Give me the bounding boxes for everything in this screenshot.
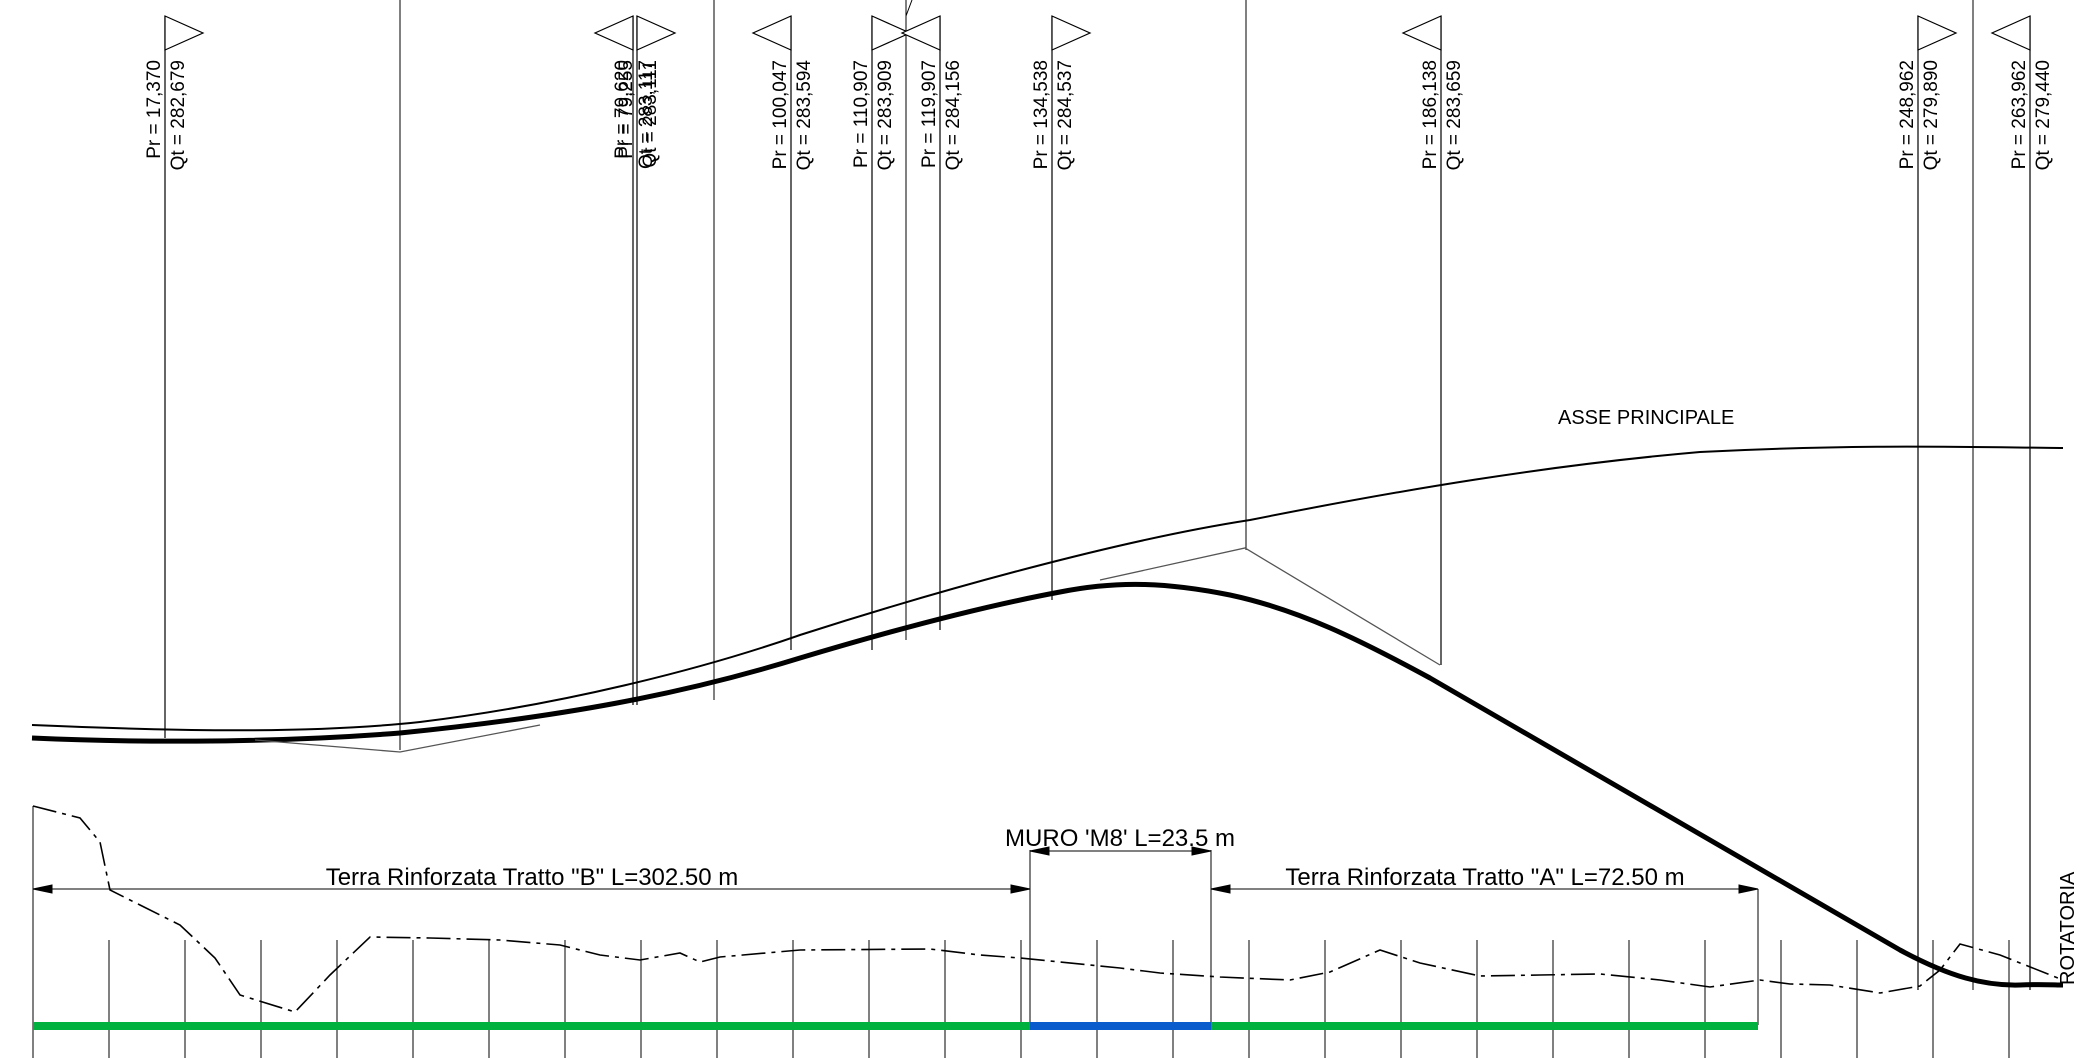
station-marker: Pr = 100,047 Qt = 283,594 (751, 15, 815, 650)
marker-pr-label: Pr = 186,138 (1420, 60, 1441, 169)
muro-label: MURO 'M8' L=23.5 m (1005, 825, 1235, 852)
marker-qt-label: Qt = 283,594 (794, 60, 815, 171)
station-marker: Pr = 119,907 Qt = 284,156 (900, 15, 964, 630)
rotatoria-label: ROTATORIA (2057, 871, 2079, 985)
marker-pr-label: Pr = 119,907 (919, 60, 940, 168)
marker-qt-label: Qt = 284,156 (943, 60, 964, 170)
marker-flag (1051, 15, 1092, 51)
station-marker: Pr = 17,370 Qt = 282,679 (144, 15, 205, 738)
dimension-muro (1029, 846, 1212, 1025)
marker-pr-label: Pr = 100,047 (770, 60, 791, 169)
marker-flag (751, 15, 792, 51)
marker-flag (164, 15, 205, 51)
marker-qt-label: Qt = 283,117 (636, 60, 657, 169)
marker-pr-label: Pr = 79,620 (612, 60, 633, 159)
dimension-tratto-b (32, 884, 1031, 894)
marker-pr-label: Pr = 17,370 (144, 60, 165, 159)
station-marker: Pr = 79,620 Qt = 283,117 (593, 15, 657, 705)
marker-flag (1990, 15, 2031, 51)
marker-qt-label: Qt = 284,537 (1055, 60, 1076, 170)
marker-qt-label: Qt = 282,679 (168, 60, 189, 170)
dimension-tratto-a (1210, 884, 1759, 1025)
vertex-tangent-lines (1099, 547, 1441, 666)
marker-qt-label: Qt = 283,659 (1444, 60, 1465, 170)
station-marker: Pr = 186,138 Qt = 283,659 (1401, 15, 1465, 665)
main-axis-label: ASSE PRINCIPALE (1558, 407, 1734, 429)
design-profile-line (31, 581, 2064, 988)
marker-flag (1917, 15, 1958, 51)
marker-pr-label: Pr = 263,962 (2009, 60, 2030, 169)
marker-qt-label: Qt = 283,909 (875, 60, 896, 170)
main-axis-line (31, 445, 2064, 732)
marker-flag (871, 15, 912, 51)
marker-flag (636, 15, 677, 51)
guide-line (905, 0, 913, 17)
station-marker: Pr = 110,907 Qt = 283,909 (851, 15, 912, 650)
marker-pr-label: Pr = 79,255 (616, 60, 637, 159)
marker-flag (1401, 15, 1442, 51)
station-ticks (108, 940, 2010, 1058)
marker-qt-label: Qt = 279,440 (2033, 60, 2054, 170)
marker-pr-label: Pr = 110,907 (851, 60, 872, 168)
tratto-a-label: Terra Rinforzata Tratto "A" L=72.50 m (1285, 864, 1684, 891)
marker-qt-label: Qt = 283,111 (640, 60, 661, 168)
marker-flag (593, 15, 634, 51)
station-marker: Pr = 263,962 Qt = 279,440 (1990, 15, 2054, 990)
marker-qt-label: Qt = 279,890 (1921, 60, 1942, 170)
station-marker: Pr = 134,538 Qt = 284,537 (1031, 15, 1092, 600)
marker-flag (900, 15, 941, 51)
station-marker: Pr = 79,255 Qt = 283,111 (616, 15, 677, 705)
vertical-guide-lines (399, 0, 1974, 990)
terrain-line (32, 805, 2064, 1013)
station-marker: Pr = 248,962 Qt = 279,890 (1897, 15, 1958, 990)
vertex-tangent-lines (254, 724, 541, 753)
marker-pr-label: Pr = 248,962 (1897, 60, 1918, 169)
tratto-b-label: Terra Rinforzata Tratto "B" L=302.50 m (326, 864, 739, 891)
vertical-markers: Pr = 17,370 Qt = 282,679 Pr = 79,620 Qt = 2… (144, 15, 2054, 990)
marker-pr-label: Pr = 134,538 (1031, 60, 1052, 169)
